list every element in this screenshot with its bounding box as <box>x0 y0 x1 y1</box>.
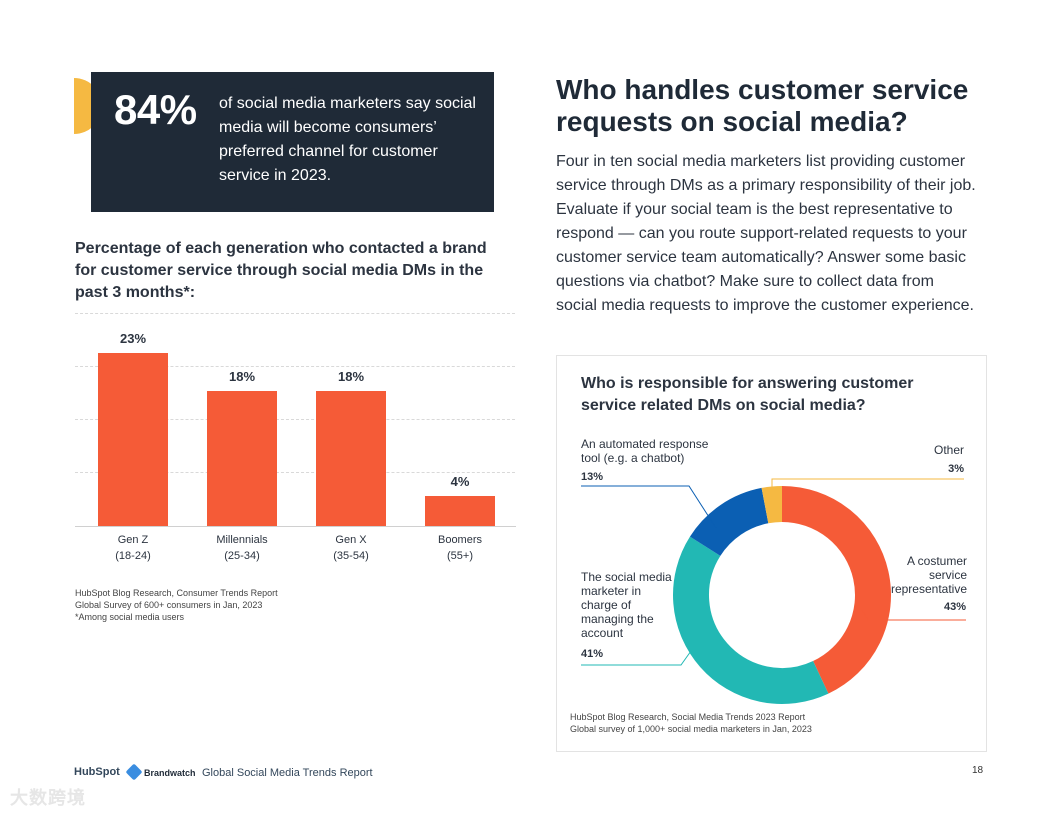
bar-chart-source: HubSpot Blog Research, Consumer Trends R… <box>75 587 278 623</box>
source-line: HubSpot Blog Research, Social Media Tren… <box>570 712 806 722</box>
report-name: Global Social Media Trends Report <box>202 767 373 779</box>
leader-line <box>581 650 692 666</box>
donut-chart-heading: Who is responsible for answering custome… <box>581 375 914 414</box>
bar-chart-baseline <box>75 526 516 527</box>
source-line: Global Survey of 600+ consumers in Jan, … <box>75 600 263 610</box>
bar-value-label: 4% <box>450 473 470 489</box>
category-label: Millennials (25-34) <box>192 532 292 564</box>
category-name: Boomers <box>437 534 483 546</box>
gridline <box>75 313 515 314</box>
watermark: 大数跨境 <box>10 788 86 808</box>
bar-value-label: 18% <box>228 368 256 384</box>
slice-pct-other: 3% <box>948 463 964 475</box>
category-label: Gen Z (18-24) <box>83 532 183 564</box>
leader-line <box>581 485 717 529</box>
gridline <box>75 472 515 473</box>
slice-label-chatbot: An automated response tool (e.g. a chatb… <box>581 437 709 465</box>
stat-number: 84% <box>114 86 197 133</box>
leader-line <box>861 609 966 621</box>
bar-gen-z <box>98 353 168 526</box>
slice-pct-service-rep: 43% <box>943 601 966 613</box>
bar-millennials <box>207 390 277 526</box>
leader-line <box>771 478 964 495</box>
donut-chart <box>581 478 966 704</box>
article-body: Four in ten social media marketers list … <box>556 153 976 314</box>
category-label: Boomers (55+) <box>410 532 510 564</box>
source-footnote: *Among social media users <box>75 612 185 622</box>
brandwatch-icon <box>125 763 143 781</box>
category-name: Millennials <box>216 534 268 546</box>
bar-chart-heading: Percentage of each generation who contac… <box>75 240 487 301</box>
bar-boomers <box>425 495 495 526</box>
donut-slice <box>781 486 891 694</box>
source-line: Global survey of 1,000+ social media mar… <box>570 724 812 734</box>
slice-pct-social-marketer: 41% <box>581 648 604 660</box>
bar-value-label: 23% <box>119 331 147 347</box>
bar-value-label: 18% <box>337 368 365 384</box>
stat-callout-box <box>91 72 494 212</box>
category-range: (55+) <box>447 550 473 562</box>
donut-slice <box>673 536 829 704</box>
bar-gen-x <box>316 390 386 526</box>
slice-pct-chatbot: 13% <box>581 471 604 483</box>
slice-label-social-marketer: The social media marketer in charge of m… <box>581 570 672 640</box>
brandwatch-logo: Brandwatch <box>144 768 196 778</box>
category-range: (35-54) <box>333 550 369 562</box>
source-line: HubSpot Blog Research, Consumer Trends R… <box>75 588 278 598</box>
category-range: (18-24) <box>115 550 151 562</box>
gridline <box>75 366 515 367</box>
slice-label-other: Other <box>933 443 964 457</box>
gridline <box>75 419 515 420</box>
hubspot-logo: HubSpot <box>74 766 120 778</box>
donut-slice <box>761 486 783 524</box>
category-name: Gen Z <box>117 534 149 546</box>
category-label: Gen X (35-54) <box>301 532 401 564</box>
page-title: Who handles customer service requests on… <box>556 74 969 137</box>
category-name: Gen X <box>335 534 367 546</box>
page-number: 18 <box>972 765 984 776</box>
donut-chart-source: HubSpot Blog Research, Social Media Tren… <box>570 711 812 735</box>
slice-label-service-rep: A costumer service representative <box>890 554 967 596</box>
stat-text: of social media marketers say social med… <box>219 95 476 184</box>
category-range: (25-34) <box>224 550 260 562</box>
donut-slice <box>689 487 769 557</box>
